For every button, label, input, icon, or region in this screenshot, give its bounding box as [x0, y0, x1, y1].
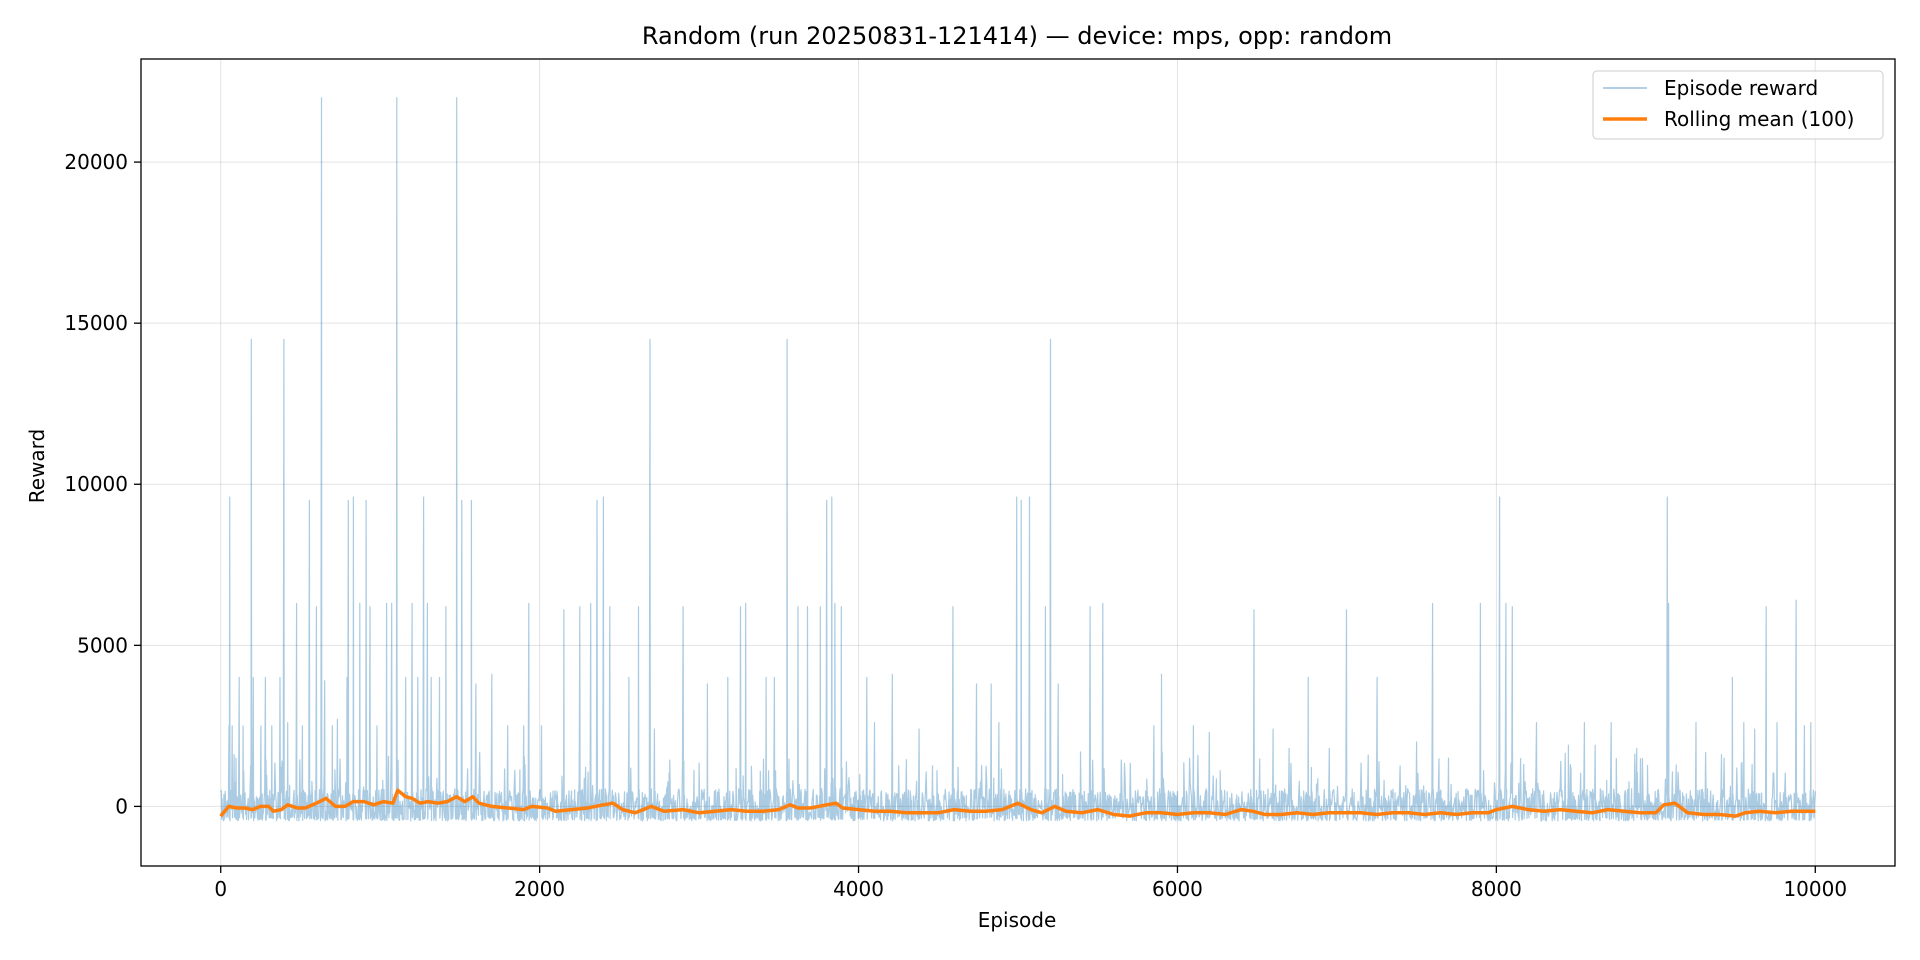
rolling-mean-line: [219, 788, 1816, 818]
x-tick-label: 2000: [514, 877, 565, 901]
plot-frame: [140, 58, 1896, 867]
y-tick-label: 15000: [64, 311, 128, 335]
x-tick-label: 6000: [1152, 877, 1203, 901]
x-tick-label: 4000: [833, 877, 884, 901]
y-tick-label: 0: [115, 794, 128, 818]
y-axis: 0 5000 10000 15000 20000: [64, 150, 141, 818]
x-axis-label: Episode: [978, 908, 1057, 932]
x-tick-label: 8000: [1471, 877, 1522, 901]
chart-title: Random (run 20250831-121414) — device: m…: [642, 22, 1392, 50]
series-episode-reward: [220, 97, 1816, 822]
legend-label-rolling-mean: Rolling mean (100): [1664, 107, 1855, 131]
series-rolling-mean: [219, 788, 1816, 818]
episode-reward-line: [220, 97, 1816, 822]
y-tick-label: 10000: [64, 472, 128, 496]
x-axis: 0 2000 4000 6000 8000 10000: [214, 866, 1847, 901]
y-tick-label: 5000: [77, 633, 128, 657]
y-axis-label: Reward: [25, 429, 49, 503]
legend-box: [1592, 70, 1884, 140]
x-tick-label: 10000: [1783, 877, 1847, 901]
y-tick-label: 20000: [64, 150, 128, 174]
legend: Episode reward Rolling mean (100): [1592, 70, 1884, 140]
legend-label-episode-reward: Episode reward: [1664, 76, 1818, 100]
x-tick-label: 0: [214, 877, 227, 901]
grid: [141, 59, 1895, 866]
